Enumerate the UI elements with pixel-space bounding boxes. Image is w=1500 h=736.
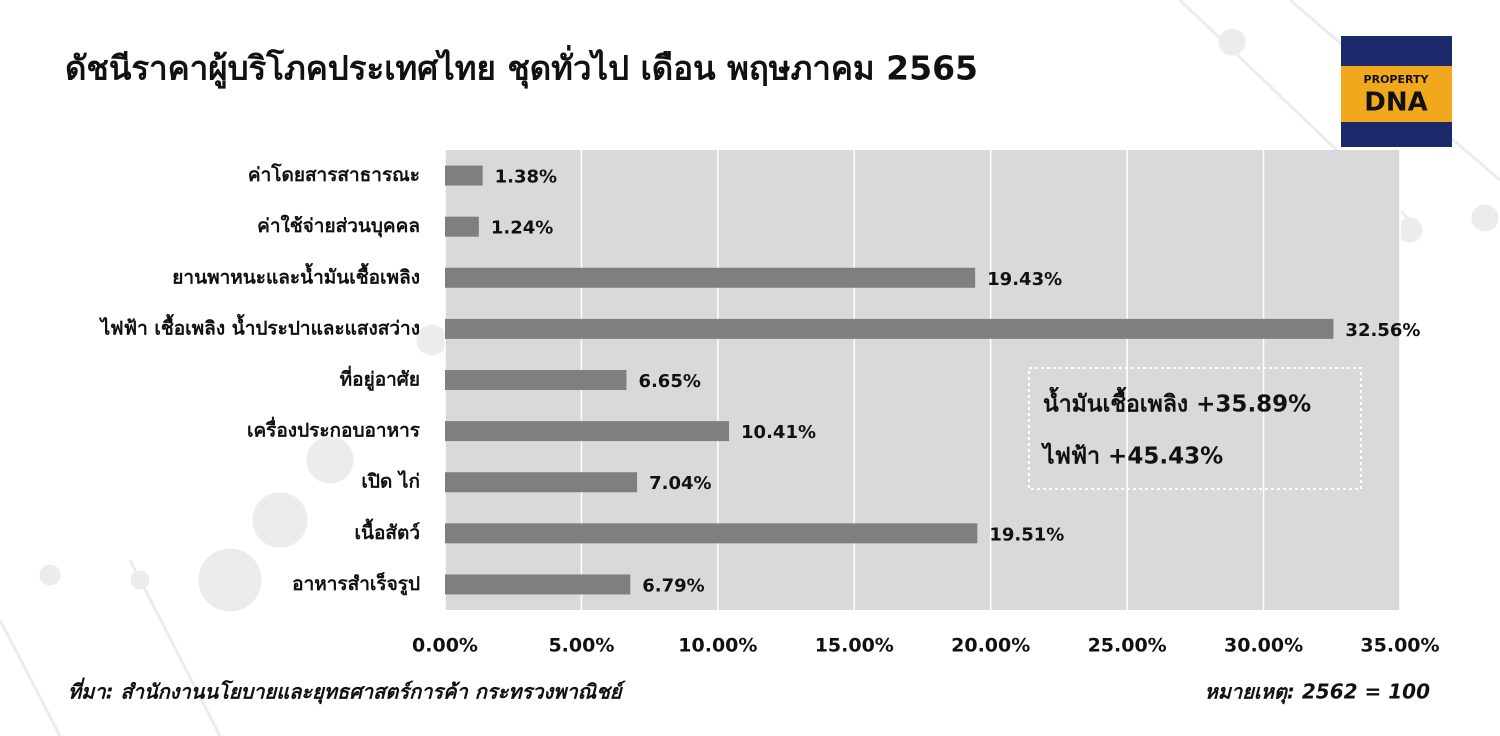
x-tick-label: 10.00% [678,635,757,657]
note: หมายเหตุ: 2562 = 100 [1205,680,1430,705]
y-tick-label: เนื้อสัตว์ [355,518,421,544]
value-label: 7.04% [649,473,711,494]
y-tick-label: ยานพาหนะและน้ำมันเชื้อเพลิง [172,262,420,288]
chart-title: ดัชนีราคาผู้บริโภคประเทศไทย ชุดทั่วไป เด… [65,45,978,90]
value-label: 19.51% [989,524,1064,545]
y-tick-label: ค่าใช้จ่ายส่วนบุคคล [257,214,420,238]
y-tick-label: เปิด ไก่ [361,470,420,493]
x-tick-label: 30.00% [1224,635,1303,657]
value-label: 1.24% [491,218,553,239]
value-label: 6.65% [638,371,700,392]
bar [445,574,631,595]
x-tick-label: 0.00% [412,635,478,657]
logo-band [1341,66,1452,122]
y-tick-label: ที่อยู่อาศัย [340,366,420,392]
bar [445,318,1334,339]
logo-text: DNA [1364,88,1427,118]
value-label: 19.43% [987,269,1062,290]
annotation: น้ำมันเชื้อเพลิง +35.89% [1043,387,1311,418]
x-tick-label: 15.00% [815,635,894,657]
value-label: 6.79% [642,575,704,596]
value-label: 10.41% [741,422,816,443]
y-tick-label: อาหารสำเร็จรูป [292,571,420,596]
y-tick-label: เครื่องประกอบอาหาร [247,417,421,442]
value-label: 1.38% [495,167,557,188]
x-tick-label: 35.00% [1360,635,1439,657]
bar [445,523,978,544]
bar [445,472,638,493]
bar [445,421,730,442]
annotation-box [1028,367,1362,490]
bar [445,165,483,186]
x-tick-label: 25.00% [1088,635,1167,657]
logo: PROPERTY DNA [1341,36,1452,147]
y-tick-label: ค่าโดยสารสาธารณะ [248,163,420,186]
bar [445,370,627,390]
bar [445,267,976,288]
logo-text: PROPERTY [1364,73,1430,86]
bar [445,216,479,237]
annotation: ไฟฟ้า +45.43% [1040,442,1223,470]
x-tick-label: 20.00% [951,635,1030,657]
y-tick-label: ไฟฟ้า เชื้อเพลิง น้ำประปาและแสงสว่าง [99,313,420,339]
x-tick-label: 5.00% [548,635,614,657]
source: ที่มา: สำนักงานนโยบายและยุทธศาสตร์การค้า… [68,678,627,705]
value-label: 32.56% [1345,320,1420,341]
